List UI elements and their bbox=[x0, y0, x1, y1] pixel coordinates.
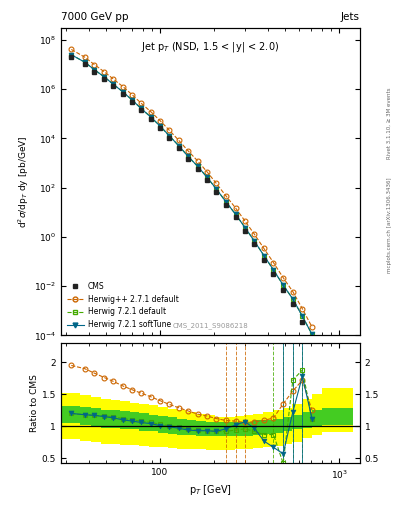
Text: Rivet 3.1.10, ≥ 3M events: Rivet 3.1.10, ≥ 3M events bbox=[387, 87, 392, 159]
Y-axis label: Ratio to CMS: Ratio to CMS bbox=[30, 374, 39, 432]
Text: CMS_2011_S9086218: CMS_2011_S9086218 bbox=[173, 323, 248, 329]
Y-axis label: d$^2\sigma$/dp$_T$ dy [pb/GeV]: d$^2\sigma$/dp$_T$ dy [pb/GeV] bbox=[17, 136, 31, 228]
Text: Jet p$_T$ (NSD, 1.5 < |y| < 2.0): Jet p$_T$ (NSD, 1.5 < |y| < 2.0) bbox=[141, 40, 279, 54]
Text: mcplots.cern.ch [arXiv:1306.3436]: mcplots.cern.ch [arXiv:1306.3436] bbox=[387, 178, 392, 273]
Legend: CMS, Herwig++ 2.7.1 default, Herwig 7.2.1 default, Herwig 7.2.1 softTune: CMS, Herwig++ 2.7.1 default, Herwig 7.2.… bbox=[65, 280, 181, 332]
Text: Jets: Jets bbox=[341, 11, 360, 22]
Text: 7000 GeV pp: 7000 GeV pp bbox=[61, 11, 129, 22]
X-axis label: p$_T$ [GeV]: p$_T$ [GeV] bbox=[189, 483, 232, 497]
